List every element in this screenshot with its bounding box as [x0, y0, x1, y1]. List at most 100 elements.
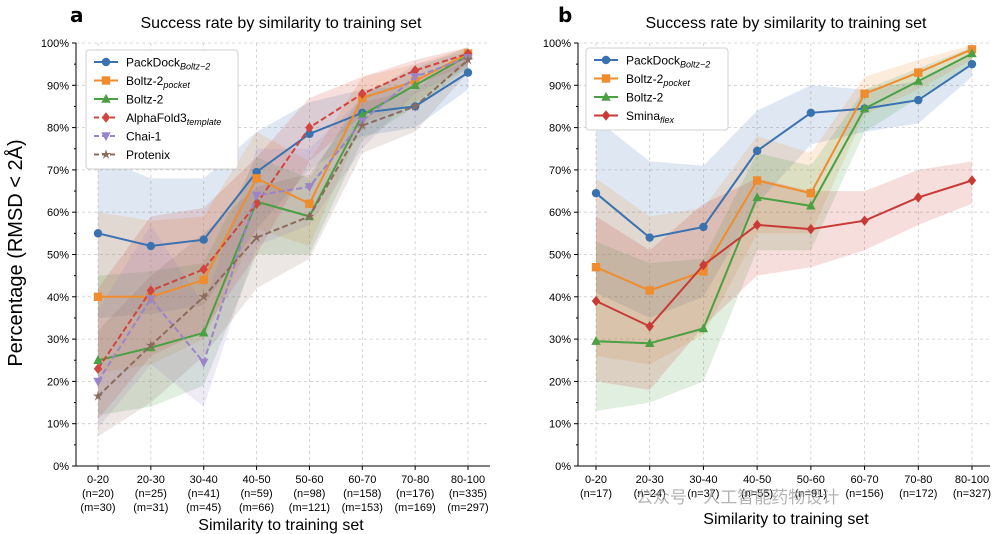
- y-tick-label: 10%: [47, 419, 69, 431]
- x-tick-count-n: (n=176): [396, 488, 434, 500]
- legend-label: Chai-1: [126, 130, 162, 144]
- x-tick-count-n: (n=98): [293, 488, 325, 500]
- x-tick-label: 60-70: [851, 474, 879, 486]
- watermark-text: 公众号 · 人工智能药物设计: [636, 488, 839, 508]
- y-tick-label: 70%: [549, 165, 571, 177]
- x-tick-label: 0-20: [585, 474, 607, 486]
- x-tick-count-n: (n=55): [741, 488, 773, 500]
- x-tick-count-n: (n=335): [449, 488, 487, 500]
- x-axis-label-a: Similarity to training set: [198, 517, 364, 534]
- y-tick-label: 80%: [47, 123, 69, 135]
- x-tick-label: 80-100: [451, 474, 485, 486]
- data-point: [199, 327, 209, 337]
- legend-marker: [101, 93, 111, 103]
- data-point: [304, 211, 315, 221]
- data-point: [914, 68, 923, 77]
- y-tick-label: 60%: [47, 207, 69, 219]
- legend-label: Boltz-2: [626, 91, 664, 105]
- x-tick-count-m: (m=66): [239, 502, 274, 514]
- x-tick-label: 70-80: [401, 474, 429, 486]
- data-point: [591, 188, 601, 198]
- data-point: [645, 338, 655, 348]
- confidence-band-1: [98, 47, 468, 373]
- x-tick-count-m: (m=121): [289, 502, 330, 514]
- series-line-0: [595, 63, 973, 239]
- data-point: [252, 174, 261, 183]
- x-tick-count-n: (n=327): [953, 488, 991, 500]
- data-point: [93, 229, 103, 238]
- legend-marker: [101, 76, 111, 85]
- data-point: [198, 291, 209, 302]
- series-line-4: [97, 56, 469, 382]
- confidence-band-3: [98, 47, 468, 420]
- x-tick-count-n: (n=156): [845, 488, 883, 500]
- x-tick-count-n: (n=41): [188, 488, 220, 500]
- y-tick-label: 30%: [549, 334, 571, 346]
- legend-marker: [100, 149, 112, 159]
- legend-marker: [601, 91, 611, 101]
- x-tick-label: 20-30: [137, 474, 165, 486]
- x-tick-label: 30-40: [190, 474, 218, 486]
- data-point: [462, 54, 474, 65]
- x-tick-count-m: (m=153): [342, 502, 383, 514]
- data-point: [410, 65, 420, 76]
- y-tick-label: 50%: [47, 250, 69, 262]
- data-point: [752, 192, 762, 202]
- y-tick-label: 40%: [549, 292, 571, 304]
- data-point: [806, 223, 816, 235]
- x-tick-count-n: (n=25): [135, 488, 167, 500]
- data-point: [251, 232, 262, 242]
- x-axis-label-b: Similarity to training set: [703, 511, 869, 528]
- y-tick-label: 40%: [47, 292, 69, 304]
- data-point: [967, 175, 977, 186]
- data-point: [591, 295, 601, 307]
- x-tick-label: 30-40: [689, 474, 717, 486]
- data-point: [146, 241, 156, 251]
- data-point: [914, 95, 923, 105]
- x-tick-count-n: (n=172): [899, 488, 937, 500]
- data-point: [967, 59, 977, 69]
- x-tick-count-n: (n=20): [82, 488, 114, 500]
- y-tick-label: 20%: [47, 376, 69, 388]
- panel-a: a Success rate by similarity to training…: [41, 3, 490, 534]
- x-tick-count-m: (m=30): [80, 502, 115, 514]
- confidence-band-5: [98, 51, 468, 437]
- legend-marker: [601, 74, 611, 83]
- data-point: [252, 198, 261, 209]
- data-point: [305, 122, 314, 133]
- data-point: [699, 267, 708, 276]
- x-tick-count-m: (m=169): [395, 502, 436, 514]
- panel-b: b Success rate by similarity to training…: [543, 3, 991, 528]
- data-point: [913, 75, 923, 85]
- x-tick-label: 60-70: [348, 474, 376, 486]
- data-point: [410, 101, 421, 111]
- x-tick-count-n: (n=37): [687, 488, 719, 500]
- data-point: [463, 68, 473, 77]
- data-point: [251, 191, 262, 201]
- series-line-5: [97, 59, 469, 397]
- data-point: [806, 200, 816, 210]
- data-point: [752, 146, 762, 156]
- x-tick-label: 50-60: [797, 474, 825, 486]
- data-point: [914, 192, 923, 203]
- legend-label: Boltz-2: [126, 93, 164, 107]
- data-point: [806, 108, 816, 117]
- panel-letter-a: a: [70, 3, 84, 27]
- data-point: [305, 129, 314, 139]
- legend-marker: [601, 110, 611, 121]
- data-point: [699, 259, 708, 271]
- legend-marker: [101, 112, 111, 123]
- x-tick-count-n: (n=59): [241, 488, 273, 500]
- data-point: [645, 286, 654, 295]
- data-point: [698, 323, 709, 333]
- x-tick-count-m: (m=45): [186, 502, 221, 514]
- x-tick-label: 0-20: [87, 474, 109, 486]
- data-point: [199, 264, 208, 275]
- legend-box: [85, 49, 239, 170]
- y-tick-label: 30%: [47, 334, 69, 346]
- series-line-0: [97, 71, 469, 248]
- x-tick-count-n: (n=91): [795, 488, 827, 500]
- data-point: [146, 285, 156, 296]
- y-tick-label: 90%: [549, 80, 571, 92]
